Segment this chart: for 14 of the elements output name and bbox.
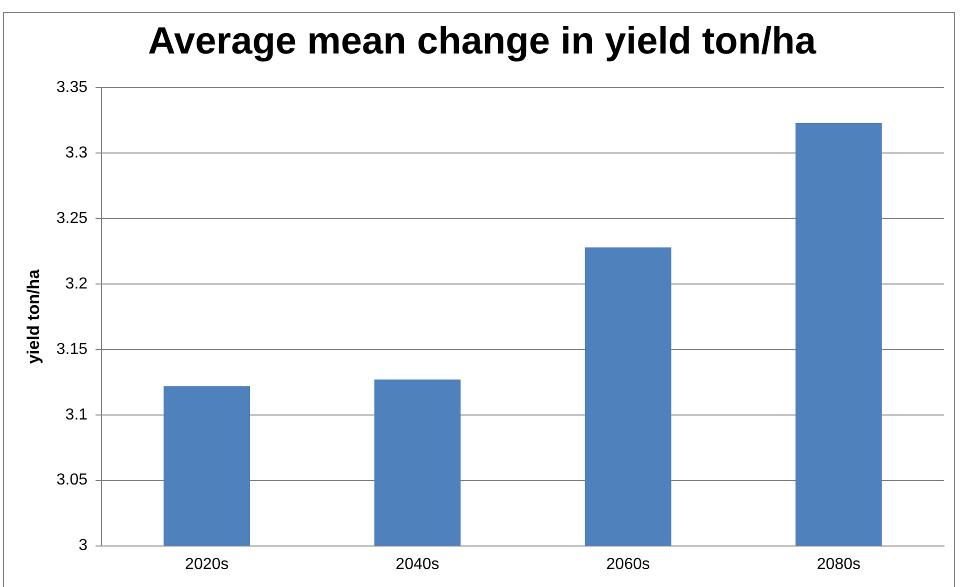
x-tick-label: 2080s: [816, 556, 860, 573]
y-tick-label: 3.15: [56, 340, 88, 358]
chart-title: Average mean change in yield ton/ha: [148, 20, 817, 62]
y-axis-title: yield ton/ha: [24, 268, 43, 364]
x-tick-label: 2020s: [185, 556, 229, 573]
y-tick-label: 3.35: [56, 79, 88, 96]
x-tick-label: 2060s: [606, 556, 650, 573]
y-tick-label: 3.05: [56, 472, 88, 489]
y-tick-label: 3.2: [65, 275, 88, 292]
x-tick-label: 2040s: [396, 556, 440, 573]
y-tick-label: 3: [78, 537, 88, 554]
y-tick-label: 3.3: [65, 144, 88, 162]
y-tick-label: 3.25: [56, 210, 88, 227]
y-tick-label: 3.1: [65, 406, 88, 424]
